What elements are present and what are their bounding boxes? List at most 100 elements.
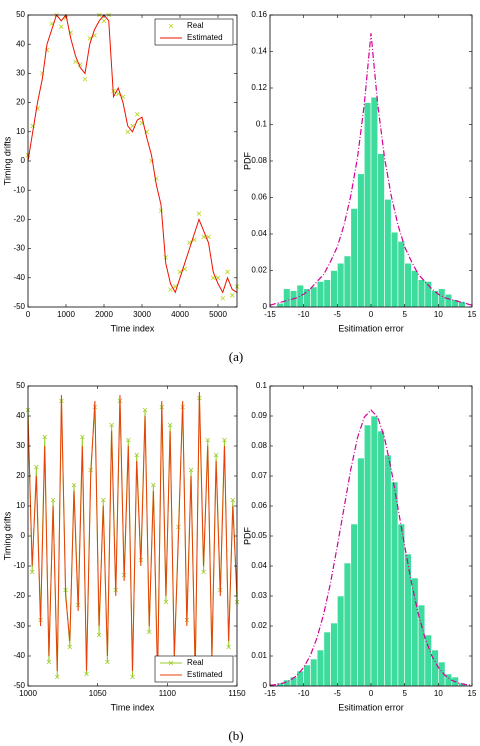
bar bbox=[370, 415, 379, 687]
bar bbox=[337, 262, 345, 308]
y-tick-label: 30 bbox=[16, 69, 25, 78]
bar bbox=[310, 286, 318, 308]
y-tick-label: 50 bbox=[16, 10, 25, 19]
y-tick-label: 0 bbox=[263, 681, 268, 690]
y-tick-label: -10 bbox=[13, 185, 25, 194]
bar bbox=[283, 288, 291, 308]
bar bbox=[404, 262, 412, 308]
y-tick-label: 0.04 bbox=[251, 561, 267, 570]
bar bbox=[303, 664, 311, 687]
legend-marker bbox=[168, 23, 174, 29]
bar bbox=[323, 631, 331, 687]
x-tick-label: 15 bbox=[468, 310, 477, 319]
y-tick-label: 40 bbox=[16, 411, 25, 420]
bar bbox=[411, 270, 419, 308]
marker bbox=[126, 437, 131, 443]
x-tick-label: 1000 bbox=[57, 310, 75, 319]
x-tick-label: -10 bbox=[298, 689, 310, 698]
y-tick-label: 10 bbox=[16, 127, 25, 136]
y-tick-label: 20 bbox=[16, 98, 25, 107]
x-tick-label: -15 bbox=[264, 689, 276, 698]
bar bbox=[431, 649, 439, 687]
y-tick-label: 0.01 bbox=[251, 651, 267, 660]
y-tick-label: 0.08 bbox=[251, 441, 267, 450]
marker bbox=[146, 629, 152, 635]
y-tick-label: -50 bbox=[13, 302, 25, 311]
marker bbox=[220, 295, 226, 301]
x-tick-label: 5000 bbox=[209, 310, 227, 319]
marker bbox=[134, 111, 140, 117]
y-tick-label: 0.09 bbox=[251, 411, 267, 420]
y-tick-label: -50 bbox=[13, 681, 25, 690]
y-axis-label: Timing drifts bbox=[2, 136, 12, 185]
plot-frame bbox=[27, 14, 238, 308]
y-axis-label: PDF bbox=[242, 526, 252, 545]
marker bbox=[54, 674, 60, 680]
y-axis-label: PDF bbox=[242, 151, 252, 170]
marker bbox=[213, 452, 219, 458]
y-tick-label: 0.06 bbox=[251, 501, 267, 510]
marker bbox=[229, 293, 235, 298]
x-tick-label: -15 bbox=[264, 310, 276, 319]
y-tick-label: 0 bbox=[263, 302, 268, 311]
series-line bbox=[27, 391, 238, 681]
x-tick-label: -5 bbox=[334, 689, 342, 698]
x-tick-label: 0 bbox=[26, 310, 31, 319]
marker bbox=[201, 569, 206, 575]
y-tick-label: 0.04 bbox=[251, 229, 267, 238]
series-line bbox=[27, 13, 238, 294]
marker bbox=[101, 18, 107, 24]
x-tick-label: 1100 bbox=[159, 689, 177, 698]
caption: (a) bbox=[229, 349, 243, 364]
y-tick-label: -10 bbox=[13, 561, 25, 570]
x-axis-label: Time index bbox=[111, 323, 155, 333]
bar bbox=[343, 562, 352, 687]
bar bbox=[337, 595, 345, 687]
marker bbox=[100, 497, 106, 503]
x-tick-label: 4000 bbox=[171, 310, 189, 319]
x-tick-label: 0 bbox=[369, 689, 374, 698]
bar bbox=[296, 284, 304, 308]
fit-curve bbox=[269, 33, 473, 306]
legend-label: Real bbox=[187, 21, 204, 30]
marker bbox=[222, 437, 227, 443]
bar bbox=[350, 523, 358, 687]
bar bbox=[363, 102, 372, 308]
bar bbox=[323, 279, 331, 308]
bar bbox=[397, 523, 405, 687]
y-tick-label: 0.08 bbox=[251, 156, 267, 165]
marker bbox=[46, 659, 52, 665]
bar bbox=[397, 241, 405, 308]
marker bbox=[67, 644, 73, 650]
marker bbox=[230, 497, 236, 503]
y-tick-label: -40 bbox=[13, 651, 25, 660]
marker bbox=[96, 632, 102, 638]
caption: (b) bbox=[228, 728, 243, 743]
marker bbox=[50, 497, 56, 503]
bar bbox=[343, 255, 352, 308]
x-tick-label: -5 bbox=[334, 310, 342, 319]
bar bbox=[384, 199, 392, 308]
bar bbox=[296, 670, 304, 687]
x-tick-label: 10 bbox=[434, 310, 443, 319]
bar bbox=[330, 622, 338, 687]
bar bbox=[316, 649, 325, 687]
bar bbox=[330, 270, 338, 308]
marker bbox=[125, 129, 131, 135]
bar bbox=[370, 96, 379, 308]
fit-curve bbox=[269, 409, 473, 686]
marker bbox=[225, 269, 230, 275]
x-tick-label: 1050 bbox=[89, 689, 107, 698]
marker bbox=[134, 452, 139, 458]
y-axis-label: Timing drifts bbox=[2, 511, 12, 560]
marker bbox=[29, 569, 35, 575]
y-tick-label: 0.02 bbox=[251, 266, 267, 275]
legend-label: Estimated bbox=[187, 33, 223, 42]
legend-box bbox=[154, 655, 234, 683]
marker bbox=[82, 76, 88, 82]
y-tick-label: 0.03 bbox=[251, 591, 267, 600]
marker bbox=[196, 211, 202, 216]
bar bbox=[350, 208, 358, 308]
y-tick-label: 0.07 bbox=[251, 471, 267, 480]
